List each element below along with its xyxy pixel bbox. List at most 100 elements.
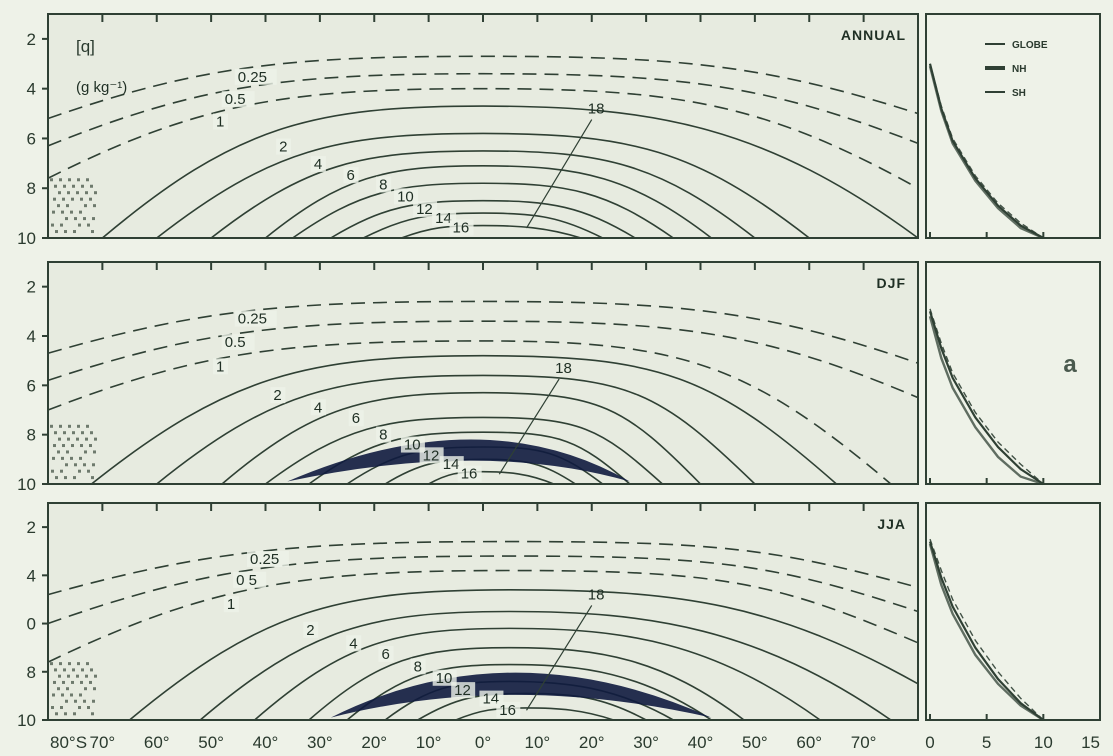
contour-label-6: 6 bbox=[352, 410, 360, 427]
polar-speckle bbox=[81, 668, 84, 672]
polar-speckle bbox=[89, 197, 92, 201]
contour-16 bbox=[428, 470, 554, 485]
contour-10 bbox=[346, 663, 712, 721]
polar-speckle bbox=[77, 424, 80, 428]
contour-label-12: 12 bbox=[416, 201, 433, 218]
polar-speckle bbox=[83, 217, 86, 221]
contour-label-bg bbox=[394, 188, 419, 205]
polar-speckle bbox=[68, 662, 71, 666]
polar-speckle bbox=[65, 699, 68, 703]
contour-label-bg bbox=[303, 621, 319, 638]
polar-speckle bbox=[64, 230, 67, 234]
contour-4 bbox=[156, 374, 756, 485]
polar-speckle bbox=[78, 706, 81, 710]
contour-label-bg bbox=[234, 68, 277, 85]
polar-speckle bbox=[84, 450, 87, 454]
contour-label-bg bbox=[310, 399, 326, 416]
y-tick-label: 4 bbox=[27, 566, 36, 585]
y-tick-label: 8 bbox=[27, 663, 36, 682]
polar-speckle bbox=[78, 223, 81, 227]
polar-speckle bbox=[68, 178, 71, 182]
y-tick-label: 2 bbox=[27, 30, 36, 49]
contour-label-bg bbox=[413, 201, 438, 218]
polar-speckle bbox=[59, 178, 62, 182]
polar-speckle bbox=[83, 699, 86, 703]
x-tick-label: 70° bbox=[851, 733, 877, 752]
x-tick-label: 0° bbox=[475, 733, 491, 752]
polar-speckle bbox=[80, 197, 83, 201]
polar-speckle bbox=[51, 469, 54, 473]
polar-speckle bbox=[59, 424, 62, 428]
x-tick-label: 70° bbox=[90, 733, 116, 752]
x-tick-label: 30° bbox=[633, 733, 659, 752]
polar-speckle bbox=[63, 668, 66, 672]
polar-speckle bbox=[79, 693, 82, 697]
x-tick-label: 20° bbox=[361, 733, 387, 752]
profile-sh bbox=[929, 538, 1044, 721]
contour-label-bg bbox=[400, 436, 425, 453]
contour-label-bg bbox=[449, 219, 474, 236]
profile-globe bbox=[928, 311, 1044, 485]
side-panel-djf bbox=[925, 261, 1101, 486]
side-label-a: a bbox=[1063, 351, 1077, 378]
contour-2 bbox=[101, 105, 919, 239]
y-tick-label: 4 bbox=[27, 327, 36, 346]
polar-speckle bbox=[61, 456, 64, 460]
polar-speckle bbox=[62, 197, 65, 201]
contour-1 bbox=[47, 87, 919, 189]
contour-label-18: 18 bbox=[588, 586, 605, 603]
polar-speckle bbox=[60, 706, 63, 710]
side-x-tick-label: 10 bbox=[1034, 733, 1053, 752]
polar-speckle bbox=[50, 662, 53, 666]
polar-speckle bbox=[89, 444, 92, 448]
legend-label-sh: SH bbox=[1012, 88, 1026, 99]
side-panel-annual bbox=[925, 13, 1101, 240]
panel-title-jja: JJA bbox=[877, 516, 906, 532]
polar-speckle bbox=[53, 197, 56, 201]
contour-2 bbox=[129, 588, 919, 721]
polar-speckle bbox=[62, 444, 65, 448]
contour-label-14: 14 bbox=[435, 210, 452, 227]
x-tick-label: 80°S bbox=[50, 733, 87, 752]
legend-label-nh: NH bbox=[1012, 64, 1026, 75]
contour-label-bg bbox=[410, 658, 426, 675]
polar-speckle bbox=[70, 210, 73, 214]
polar-speckle bbox=[54, 431, 57, 435]
polar-speckle bbox=[51, 706, 54, 710]
polar-speckle bbox=[54, 668, 57, 672]
x-tick-label: 50° bbox=[742, 733, 768, 752]
polar-speckle bbox=[79, 210, 82, 214]
polar-speckle bbox=[79, 456, 82, 460]
polar-speckle bbox=[94, 437, 97, 441]
polar-speckle bbox=[83, 463, 86, 467]
unit-label: (g kg⁻¹) bbox=[76, 79, 127, 96]
contour-14 bbox=[363, 212, 603, 239]
contour-label-bg bbox=[376, 426, 392, 443]
polar-speckle bbox=[58, 674, 61, 678]
contour-label-bg bbox=[310, 156, 326, 173]
polar-speckle bbox=[76, 437, 79, 441]
contour-label-bg bbox=[346, 635, 362, 652]
contour-label-10: 10 bbox=[397, 188, 414, 205]
polar-speckle bbox=[55, 476, 58, 480]
x-tick-label: 10° bbox=[416, 733, 442, 752]
profile-sh bbox=[929, 63, 1044, 239]
contour-label-10: 10 bbox=[404, 437, 421, 454]
y-tick-label: 8 bbox=[27, 179, 36, 198]
polar-speckle bbox=[93, 450, 96, 454]
polar-speckle bbox=[80, 680, 83, 684]
polar-speckle bbox=[57, 450, 60, 454]
contour-label-0-5: 0.5 bbox=[225, 334, 246, 351]
polar-speckle bbox=[92, 463, 95, 467]
polar-speckle bbox=[64, 712, 67, 716]
polar-speckle bbox=[91, 476, 94, 480]
polar-speckle bbox=[66, 687, 69, 691]
contour-label-12: 12 bbox=[423, 447, 440, 464]
polar-speckle bbox=[55, 230, 58, 234]
contour-0-5 bbox=[47, 555, 919, 625]
polar-speckle bbox=[91, 230, 94, 234]
contour-label-8: 8 bbox=[379, 427, 387, 444]
polar-speckle bbox=[80, 444, 83, 448]
contour-16 bbox=[401, 224, 582, 239]
